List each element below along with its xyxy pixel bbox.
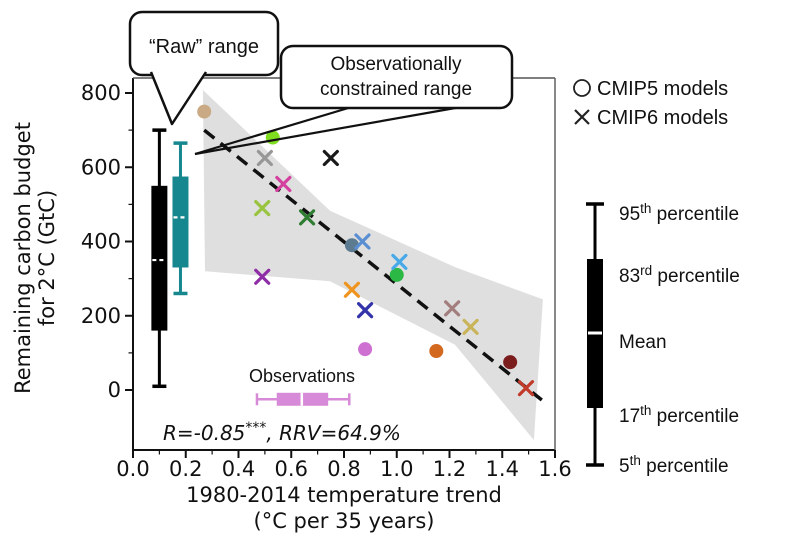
raw-callout-label: “Raw” range bbox=[149, 36, 259, 58]
percentile-label-95: 95th percentile bbox=[619, 201, 739, 225]
constrained-callout-label-line1: Observationally bbox=[331, 54, 462, 75]
cmip6-model-point bbox=[275, 175, 292, 193]
y-tick-label: 200 bbox=[81, 304, 121, 328]
percentile-legend: 95th percentile 83rd percentile Mean 17t… bbox=[586, 201, 740, 477]
x-tick-label: 1.2 bbox=[433, 457, 466, 481]
constrained-callout-leader-2 bbox=[194, 102, 479, 156]
cmip6-model-point bbox=[256, 149, 273, 167]
cmip5-model-point bbox=[389, 267, 404, 282]
cmip5-model-point bbox=[503, 355, 518, 370]
cmip6-model-point bbox=[254, 199, 271, 217]
cmip6-legend-label: CMIP6 models bbox=[597, 107, 728, 129]
raw-callout-tail bbox=[149, 71, 208, 126]
cmip6-model-point bbox=[343, 281, 361, 298]
x-tick-label: 1.6 bbox=[538, 457, 571, 481]
x-tick-label: 0.6 bbox=[275, 457, 308, 481]
raw-range-boxplot-box bbox=[151, 185, 168, 331]
model-boxplots bbox=[151, 128, 351, 406]
cmip6-model-point bbox=[391, 253, 408, 271]
cmip6-model-point bbox=[444, 300, 461, 317]
raw-callout-tail-fill bbox=[151, 72, 206, 124]
cmip5-legend-label: CMIP5 models bbox=[597, 78, 728, 100]
cmip6-cross-icon bbox=[574, 109, 590, 125]
x-axis-label-line2: (°C per 35 years) bbox=[254, 509, 435, 533]
cmip5-model-point bbox=[429, 344, 444, 359]
observations-label: Observations bbox=[249, 366, 355, 386]
constrained-range-callout: Observationally constrained range bbox=[279, 44, 514, 110]
cmip6-model-point bbox=[298, 209, 316, 226]
scatter-points bbox=[197, 104, 535, 397]
x-tick-label: 0.0 bbox=[116, 457, 149, 481]
constrained-callout-leader-1 bbox=[194, 104, 356, 156]
cmip5-circle-icon bbox=[573, 79, 591, 97]
cmip6-model-point bbox=[322, 149, 339, 167]
x-tick-label: 0.8 bbox=[327, 457, 360, 481]
regression-line bbox=[203, 128, 543, 402]
cmip5-model-point bbox=[197, 104, 212, 119]
axis-ticks: 0.0 0.2 0.4 0.6 0.8 1.0 1.2 1.4 1.6 0 200 400 600 800 bbox=[81, 81, 572, 481]
marker-legend: CMIP5 models CMIP6 models bbox=[573, 78, 728, 129]
regression-dashed-line bbox=[203, 128, 543, 402]
raw-range-callout: “Raw” range bbox=[128, 10, 280, 126]
cmip6-model-point bbox=[462, 318, 479, 335]
constrained-callout-label-line2: constrained range bbox=[320, 79, 472, 100]
percentile-label-83: 83rd percentile bbox=[619, 263, 740, 287]
constrained-callout-box bbox=[279, 44, 514, 110]
y-axis-label-line1: Remaining carbon budget bbox=[11, 122, 35, 394]
correlation-annotation: R=-0.85***, RRV=64.9% bbox=[163, 420, 401, 445]
cmip5-model-point bbox=[358, 342, 373, 357]
x-tick-label: 1.4 bbox=[486, 457, 519, 481]
y-tick-label: 800 bbox=[81, 81, 121, 105]
y-tick-label: 0 bbox=[108, 378, 121, 402]
cmip6-model-point bbox=[357, 302, 374, 319]
percentile-label-17: 17th percentile bbox=[619, 403, 739, 427]
cmip6-model-point bbox=[254, 268, 271, 285]
percentile-label-mean: Mean bbox=[619, 332, 667, 353]
x-axis-label-line1: 1980-2014 temperature trend bbox=[186, 483, 502, 507]
percentile-label-5: 5th percentile bbox=[619, 453, 729, 477]
y-tick-label: 600 bbox=[81, 155, 121, 179]
cmip6-model-point bbox=[354, 233, 371, 250]
x-tick-label: 1.0 bbox=[380, 457, 413, 481]
constrained-range-boxplot-box bbox=[172, 176, 189, 268]
x-tick-label: 0.2 bbox=[169, 457, 202, 481]
y-tick-label: 400 bbox=[81, 230, 121, 254]
cmip6-model-point bbox=[517, 380, 535, 397]
x-tick-label: 0.4 bbox=[222, 457, 255, 481]
y-axis-label-line2: for 2°C (GtC) bbox=[35, 190, 59, 326]
